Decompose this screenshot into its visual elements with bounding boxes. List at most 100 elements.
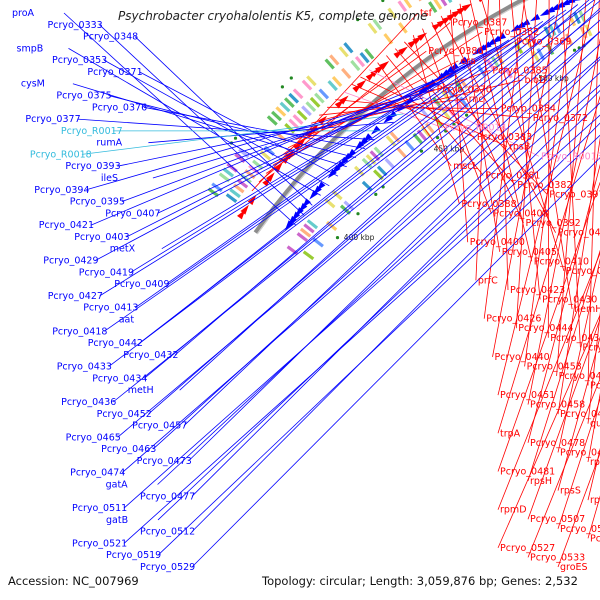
cog-category-mark (296, 232, 309, 243)
gene-label: rumA (96, 138, 122, 149)
gene-label: Pcryo_0421 (39, 220, 94, 231)
cog-category-mark (302, 250, 315, 261)
leader-line (497, 252, 600, 510)
gene-label: Pcryo_0393 (65, 161, 120, 172)
gene-label: Pcryo_0430 (542, 295, 597, 306)
gene-label: tsf (420, 8, 433, 19)
gene-label: rpsH (530, 476, 552, 487)
cog-category-mark (301, 105, 312, 117)
gene-label: Pcryo_0381 (485, 170, 540, 181)
cog-category-mark (372, 18, 383, 31)
leader-line (557, 336, 600, 491)
reverse-cds-mark (371, 125, 381, 135)
cog-category-mark (226, 162, 238, 173)
leader-line (191, 89, 600, 497)
gene-label: Pcryo_0384 (501, 104, 556, 115)
gene-label: Pcryo_0433 (57, 362, 112, 373)
gene-label: Pcryo_R0017 (61, 126, 123, 137)
gene-label: Pcryo_0348 (83, 32, 138, 43)
leader-line (527, 38, 600, 405)
cog-category-mark (207, 187, 220, 198)
leader-line (497, 0, 596, 396)
leader-line (63, 12, 297, 226)
forward-cds-mark (477, 0, 488, 3)
kbp-tick-label: 400 kbp (344, 233, 375, 242)
cog-category-mark (438, 0, 448, 7)
cog-category-mark (288, 118, 300, 130)
cog-category-mark (361, 180, 373, 192)
gene-label: Pcryo_0451 (500, 390, 555, 401)
leader-line (117, 105, 414, 167)
leader-line (108, 95, 356, 158)
forward-cds-mark (339, 95, 349, 105)
leader-line (469, 0, 533, 262)
cog-category-mark (329, 54, 340, 66)
cog-category-mark (218, 172, 231, 183)
gene-label: Pcryo_0387 (452, 18, 507, 29)
gene-label: Pcryo_0507 (530, 514, 585, 525)
leader-line (99, 26, 532, 297)
leader-line (157, 74, 455, 214)
cog-category-mark (373, 146, 385, 158)
gene-label: rpsS (560, 486, 581, 497)
leader-line (139, 4, 579, 344)
leader-line (556, 0, 587, 377)
leader-line (499, 0, 509, 291)
cog-category-mark (339, 204, 352, 215)
gene-label: Pcryo_0426 (486, 314, 541, 325)
leader-line (497, 181, 600, 472)
cog-category-mark (383, 33, 394, 45)
gene-label: metH (128, 385, 154, 396)
gene-label: queF (590, 419, 600, 430)
gene-label: Pcryo_0513 (560, 524, 600, 535)
gene-label: Pcryo_0432 (123, 350, 178, 361)
reverse-cds-mark (458, 56, 469, 65)
gene-label: rpsB (509, 142, 530, 153)
leader-line (497, 95, 600, 434)
gene-label: Pcryo_0477 (140, 491, 195, 502)
leader-line (188, 58, 600, 462)
gene-label: Pcryo_0431 (550, 333, 600, 344)
gene-label: Pcryo_0511 (72, 503, 127, 514)
gene-label: Pcryo_0369 (516, 37, 571, 48)
cog-category-mark (248, 164, 260, 175)
cog-category-mark (376, 165, 388, 177)
gene-label: Pcryo_0458 (530, 400, 585, 411)
reverse-cds-mark (565, 0, 576, 4)
cog-category-mark (445, 86, 455, 99)
gene-label: Pcryo_0466 (560, 409, 600, 420)
leader-line (121, 56, 600, 474)
gene-label: Pcryo_R0018 (30, 149, 92, 160)
leader-line (170, 15, 555, 320)
gene-label: Pcryo_0400 (470, 237, 525, 248)
reverse-cds-mark (448, 62, 459, 72)
leader-line (112, 10, 600, 403)
gene-label: Pcryo_0465 (66, 432, 121, 443)
gene-label: Pcryo_0397 (549, 190, 600, 201)
gene-label: Pcryo_0405 (502, 247, 557, 258)
gc-dot (289, 76, 293, 80)
cog-category-mark (279, 101, 291, 113)
gc-dot (381, 0, 385, 3)
gene-label: Pcryo_0372 (533, 113, 588, 124)
gene-label: Pcryo_0442 (88, 338, 143, 349)
gc-dot (465, 113, 469, 117)
gene-label: Pcryo_0519 (106, 550, 161, 561)
forward-cds-mark (240, 204, 249, 215)
gene-label: Pcryo_0394 (34, 185, 89, 196)
gene-label: Pcryo_0386 (428, 46, 483, 57)
gene-label: Pcryo_0382 (517, 180, 572, 191)
leader-line (183, 31, 600, 426)
leader-line (86, 89, 434, 191)
gene-label: Pcryo_0443 (582, 342, 600, 353)
cog-category-mark (306, 75, 317, 87)
leader-line (161, 52, 488, 250)
leader-line (523, 0, 573, 310)
gene-label: Pcryo_0353 (52, 55, 107, 66)
leader-line (139, 71, 339, 177)
gene-label: Pcryo_0447 (559, 371, 600, 382)
leader-line (123, 114, 600, 544)
cog-category-mark (350, 59, 361, 72)
